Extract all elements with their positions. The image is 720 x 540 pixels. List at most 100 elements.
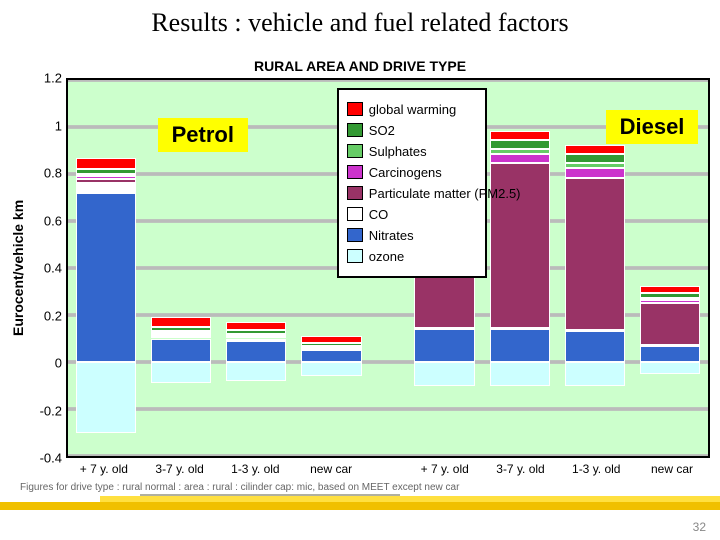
chart-title: RURAL AREA AND DRIVE TYPE xyxy=(10,58,710,74)
legend-swatch xyxy=(347,123,363,137)
bar-segment xyxy=(151,362,211,383)
bar-segment xyxy=(226,341,286,362)
legend-item: ozone xyxy=(347,249,477,264)
bar-segment xyxy=(226,322,286,330)
bar-segment xyxy=(490,328,550,330)
bar-segment xyxy=(151,331,211,333)
bar-segment xyxy=(76,193,136,362)
plot-area: global warming SO2 Sulphates Carcinogens Par… xyxy=(66,78,710,458)
bar-segment xyxy=(565,330,625,332)
bar-segment xyxy=(490,131,550,140)
legend: global warming SO2 Sulphates Carcinogens Par… xyxy=(337,88,487,278)
x-tick: new car xyxy=(293,462,369,476)
legend-label: Carcinogens xyxy=(369,165,442,180)
bar-segment xyxy=(490,149,550,154)
bar-segment xyxy=(565,154,625,163)
legend-swatch xyxy=(347,102,363,116)
bar-segment xyxy=(640,300,700,302)
legend-item: Sulphates xyxy=(347,144,477,159)
x-tick: 3-7 y. old xyxy=(142,462,218,476)
fuel-label: Diesel xyxy=(606,110,699,144)
bar-segment xyxy=(301,350,361,362)
bar-segment xyxy=(490,329,550,362)
y-tick: 1.2 xyxy=(44,71,62,86)
legend-swatch xyxy=(347,165,363,179)
y-tick: 0.4 xyxy=(44,261,62,276)
bar-segment xyxy=(640,298,700,300)
bar-segment xyxy=(151,327,211,332)
bar-segment xyxy=(565,362,625,386)
bar-segment xyxy=(414,328,474,330)
bar-segment xyxy=(76,169,136,174)
legend-label: Nitrates xyxy=(369,228,414,243)
bar-segment xyxy=(565,163,625,168)
legend-swatch xyxy=(347,144,363,158)
legend-item: Nitrates xyxy=(347,228,477,243)
bar-segment xyxy=(414,329,474,362)
y-tick: 0.2 xyxy=(44,308,62,323)
bar-segment xyxy=(640,293,700,298)
y-tick: 0.8 xyxy=(44,166,62,181)
legend-item: global warming xyxy=(347,102,477,117)
bar-segment xyxy=(76,179,136,184)
legend-item: CO xyxy=(347,207,477,222)
x-tick: + 7 y. old xyxy=(66,462,142,476)
legend-swatch xyxy=(347,207,363,221)
y-tick: 0.6 xyxy=(44,213,62,228)
bar-segment xyxy=(490,140,550,149)
x-tick: 1-3 y. old xyxy=(218,462,294,476)
legend-item: SO2 xyxy=(347,123,477,138)
legend-swatch xyxy=(347,249,363,263)
bar-segment xyxy=(490,154,550,163)
legend-label: SO2 xyxy=(369,123,395,138)
bar-segment xyxy=(640,345,700,347)
bar-segment xyxy=(301,336,361,343)
page-number: 32 xyxy=(693,520,706,534)
bar-segment xyxy=(565,168,625,177)
legend-label: ozone xyxy=(369,249,404,264)
bar-segment xyxy=(76,158,136,170)
bar-segment xyxy=(151,339,211,363)
slide-footer: 32 xyxy=(0,496,720,540)
x-tick: 1-3 y. old xyxy=(558,462,634,476)
bar-segment xyxy=(301,362,361,376)
legend-item: Particulate matter (PM2.5) xyxy=(347,186,477,201)
bar-segment xyxy=(226,334,286,336)
x-tick: + 7 y. old xyxy=(407,462,483,476)
legend-swatch xyxy=(347,228,363,242)
bar-segment xyxy=(226,330,286,334)
bar-segment xyxy=(76,174,136,176)
bar-segment xyxy=(76,362,136,433)
bar-segment xyxy=(76,183,136,192)
x-tick: new car xyxy=(634,462,710,476)
y-tick: -0.4 xyxy=(40,451,62,466)
footer-accent-yellow xyxy=(0,502,720,510)
bar-segment xyxy=(76,176,136,178)
bar-segment xyxy=(640,346,700,362)
y-axis-label: Eurocent/vehicle km xyxy=(10,78,32,458)
y-axis-ticks: -0.4-0.200.20.40.60.811.2 xyxy=(32,78,66,458)
bar-segment xyxy=(414,362,474,386)
legend-label: global warming xyxy=(369,102,456,117)
y-tick: 1 xyxy=(55,118,62,133)
bar-segment xyxy=(301,343,361,345)
bar-segment xyxy=(565,145,625,154)
y-tick: 0 xyxy=(55,356,62,371)
legend-label: Sulphates xyxy=(369,144,427,159)
slide-title: Results : vehicle and fuel related facto… xyxy=(0,8,720,38)
x-axis-ticks: + 7 y. old3-7 y. old1-3 y. oldnew car+ 7… xyxy=(66,462,710,476)
bar-segment xyxy=(226,339,286,341)
x-tick: 3-7 y. old xyxy=(483,462,559,476)
bar-segment xyxy=(640,303,700,345)
bar-segment xyxy=(640,286,700,293)
legend-label: CO xyxy=(369,207,389,222)
bar-segment xyxy=(640,362,700,374)
bar-category xyxy=(482,80,557,456)
legend-label: Particulate matter (PM2.5) xyxy=(369,186,521,201)
footnote: Figures for drive type : rural normal : … xyxy=(20,482,710,493)
chart-container: RURAL AREA AND DRIVE TYPE Eurocent/vehic… xyxy=(10,58,710,488)
bar-segment xyxy=(490,362,550,386)
legend-item: Carcinogens xyxy=(347,165,477,180)
bar-segment xyxy=(151,317,211,326)
bar-segment xyxy=(226,362,286,381)
